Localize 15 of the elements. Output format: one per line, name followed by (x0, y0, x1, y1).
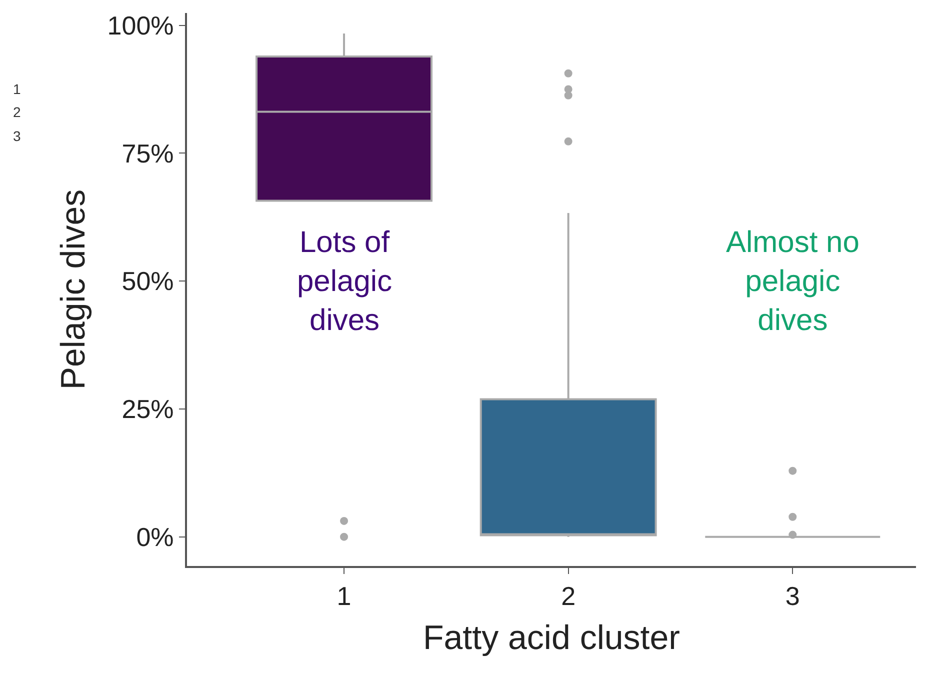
y-tick-label: 75% (122, 138, 174, 168)
text: 3 (13, 128, 21, 144)
text: 1 (13, 81, 21, 97)
y-axis-title: Pelagic dives (54, 189, 92, 390)
y-tick-label: 50% (122, 266, 174, 296)
y-tick-label: 25% (122, 394, 174, 424)
annotation: Lots of pelagic dives (297, 226, 392, 337)
y-tick-label: 100% (107, 10, 174, 40)
annotation: Almost no pelagic dives (726, 226, 860, 337)
y-tick-label: 0% (136, 522, 174, 552)
x-tick-label: 3 (785, 581, 800, 612)
text: 2 (13, 104, 21, 120)
x-tick-label: 1 (336, 581, 352, 612)
x-tick-label: 2 (561, 581, 576, 612)
x-axis-title: Fatty acid cluster (423, 619, 680, 657)
